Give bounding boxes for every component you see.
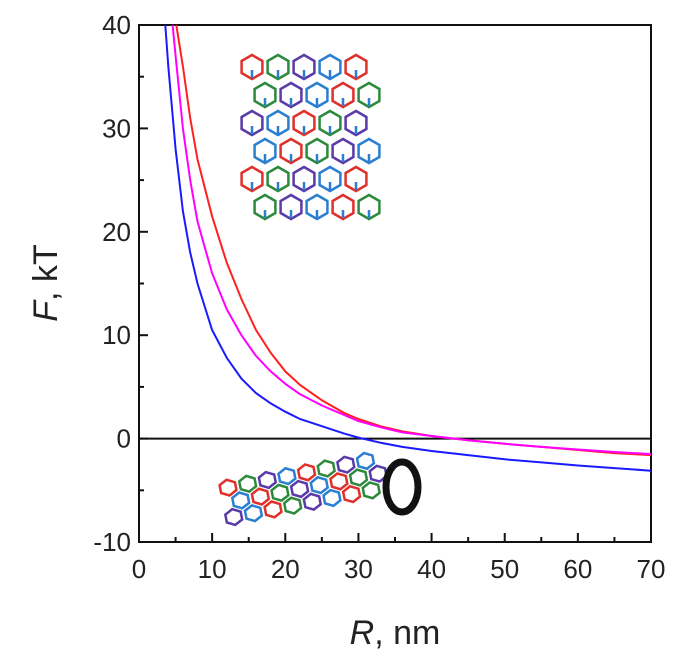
y-tick-label: 0 xyxy=(117,424,131,454)
graphene-hex xyxy=(292,53,316,81)
graphene-hex xyxy=(305,193,329,221)
nanotube-hex xyxy=(336,455,356,474)
graphene-hex xyxy=(331,137,355,165)
nanotube-hex xyxy=(257,470,278,490)
graphene-hex xyxy=(318,165,342,193)
nanotube-hex xyxy=(316,459,336,478)
graphene-hex xyxy=(253,193,277,221)
nanotube-hex xyxy=(223,507,244,527)
graphene-hex xyxy=(292,109,316,137)
graphene-hex xyxy=(240,53,264,81)
graphene-hex xyxy=(344,109,368,137)
graphene-hex xyxy=(240,109,264,137)
nanotube-drawing xyxy=(218,451,422,527)
nanotube-hex xyxy=(289,479,310,499)
y-tick-label: 10 xyxy=(102,320,131,350)
graphene-hex xyxy=(279,137,303,165)
nanotube-hex xyxy=(368,464,388,483)
series-line-2 xyxy=(171,24,652,456)
graphene-hex xyxy=(305,137,329,165)
graphene-hex xyxy=(266,109,290,137)
nanotube-end-ring xyxy=(382,458,422,516)
graphene-hex xyxy=(357,137,381,165)
y-tick-label: 20 xyxy=(102,217,131,247)
graphene-hex xyxy=(253,137,277,165)
series-group xyxy=(164,24,652,472)
x-axis-label: R, nm xyxy=(350,614,441,652)
graphene-hex xyxy=(266,53,290,81)
nanotube-hex xyxy=(270,483,290,503)
nanotube-hex xyxy=(243,503,264,523)
graphene-hex xyxy=(279,81,303,109)
graphene-hex xyxy=(357,193,381,221)
x-tick-label: 40 xyxy=(417,554,446,584)
nanotube-hex xyxy=(348,468,369,487)
graphene-hex xyxy=(357,81,381,109)
nanotube-hex xyxy=(250,487,271,506)
graphene-hex xyxy=(253,81,277,109)
x-tick-label: 30 xyxy=(344,554,373,584)
x-tick-label: 0 xyxy=(132,554,146,584)
graphene-hex xyxy=(266,165,290,193)
x-tick-label: 10 xyxy=(198,554,227,584)
graphene-hex xyxy=(240,165,264,193)
graphene-hex xyxy=(331,81,355,109)
nanotube-hex xyxy=(329,472,349,491)
graphene-hex xyxy=(331,193,355,221)
nanotube-hex xyxy=(302,492,323,512)
nanotube-hex xyxy=(263,500,283,519)
graphene-hex xyxy=(292,165,316,193)
nanotube-hex xyxy=(322,488,342,508)
nanotube-hex xyxy=(361,481,381,500)
graphene-hex xyxy=(344,53,368,81)
nanotube-hex xyxy=(230,491,251,510)
y-axis-label: F, kT xyxy=(27,244,65,321)
nanotube-hex xyxy=(296,463,317,482)
y-tick-label: 40 xyxy=(102,10,131,40)
series-line-3 xyxy=(164,24,652,472)
nanotube-hex xyxy=(309,475,330,495)
nanotube-hex xyxy=(341,484,362,504)
nanotube-hex xyxy=(277,466,297,486)
x-tick-label: 50 xyxy=(490,554,519,584)
x-tick-label: 20 xyxy=(271,554,300,584)
graphene-hex xyxy=(344,165,368,193)
nanotube-hex xyxy=(218,478,238,497)
series-line-1 xyxy=(175,24,652,457)
nanotube-hex xyxy=(237,474,258,494)
y-tick-label: 30 xyxy=(102,113,131,143)
graphene-hex xyxy=(279,193,303,221)
x-tick-label: 60 xyxy=(563,554,592,584)
graphene-hex xyxy=(305,81,329,109)
nanotube-body xyxy=(218,451,388,527)
graphene-hex xyxy=(318,109,342,137)
x-tick-label: 70 xyxy=(637,554,666,584)
nanotube-hex xyxy=(355,451,376,471)
nanotube-hex xyxy=(282,496,303,515)
graphene-hex xyxy=(318,53,342,81)
graphene-sheet-drawing xyxy=(240,53,381,221)
y-tick-label: -10 xyxy=(93,527,131,557)
